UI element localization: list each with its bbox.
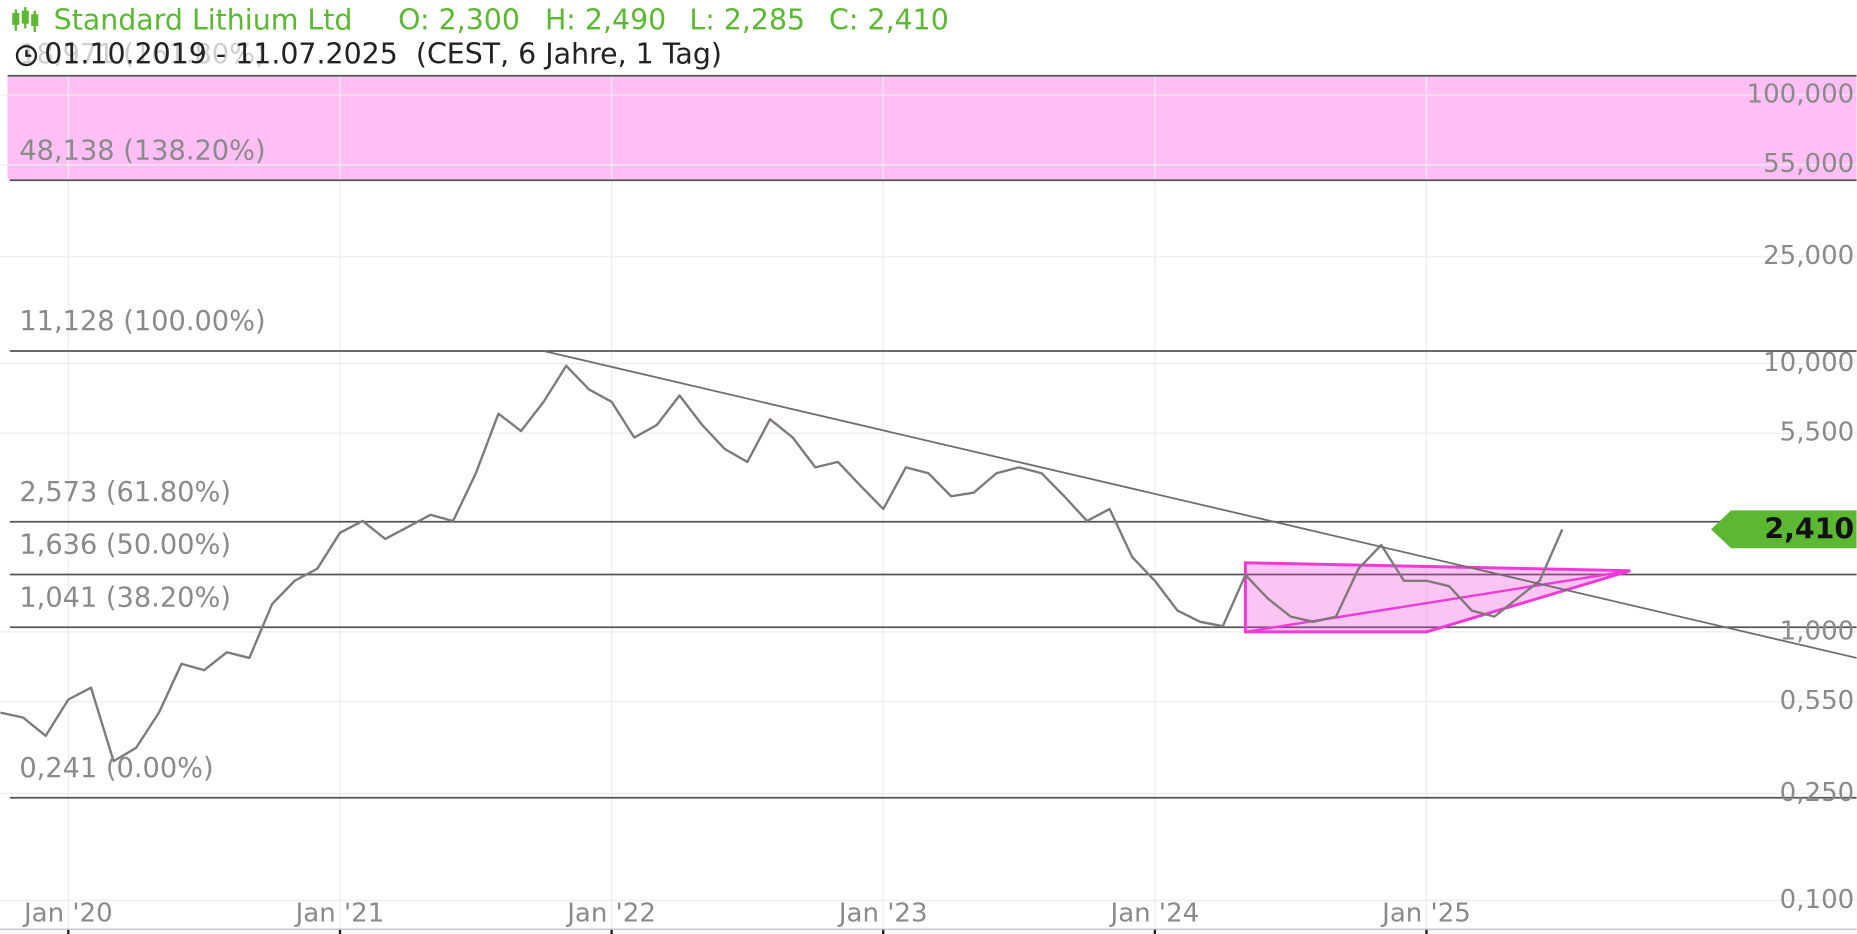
y-tick-label: 0,100: [1780, 885, 1855, 915]
y-tick-label: 1,000: [1780, 616, 1855, 646]
x-tick-label: Jan '25: [1380, 898, 1471, 928]
fib-level-label: 48,138 (138.20%): [19, 135, 265, 166]
chart-type-icon: [12, 7, 39, 32]
fib-level-label: 1,636 (50.00%): [19, 530, 231, 561]
fib-level-label: 2,573 (61.80%): [19, 477, 231, 508]
ohlc-value: L: 2,285: [689, 3, 805, 36]
grid: [0, 74, 1857, 934]
x-tick-label: Jan '20: [22, 898, 113, 928]
instrument-name: Standard Lithium Ltd: [54, 3, 353, 36]
marks: [0, 179, 1857, 799]
y-tick-label: 10,000: [1763, 348, 1854, 378]
hidden-level-label: 18,971 (161.80%): [19, 39, 265, 70]
fib-level-label: 11,128 (100.00%): [19, 306, 265, 337]
fib-level-label: 1,041 (38.20%): [19, 582, 231, 613]
y-tick-label: 25,000: [1763, 241, 1854, 271]
ohlc-value: C: 2,410: [829, 3, 949, 36]
y-tick-label: 55,000: [1763, 149, 1854, 179]
ohlc-value: O: 2,300: [398, 3, 520, 36]
x-tick-label: Jan '21: [294, 898, 385, 928]
clock-icon: [15, 44, 38, 67]
fib-level-label: 0,241 (0.00%): [19, 753, 213, 784]
y-tick-label: 5,500: [1780, 418, 1855, 448]
y-tick-label: 0,550: [1780, 686, 1855, 716]
ohlc: O: 2,300 H: 2,490 L: 2,285 C: 2,410: [398, 3, 949, 36]
extension-zone: [7, 75, 1857, 181]
x-tick-label: Jan '24: [1109, 898, 1200, 928]
date-range: 01.10.2019 - 11.07.2025 (CEST, 6 Jahre, …: [44, 38, 722, 71]
last-price-badge: [1710, 510, 1857, 549]
x-tick-label: Jan '22: [565, 898, 656, 928]
y-tick-label: 100,000: [1747, 80, 1855, 110]
triangle-pattern: [1243, 561, 1631, 634]
header: 18,971 (161.80%) Standard Lithium Ltd O:…: [12, 3, 949, 71]
x-tick-label: Jan '23: [837, 898, 928, 928]
trendline: [543, 350, 1857, 659]
last-price-label: 2,410: [1764, 513, 1854, 546]
price-line: [0, 364, 1564, 763]
labels: 100,000 55,000 25,000 10,000 5,500 1,000 0,550…: [19, 80, 1857, 928]
ohlc-value: H: 2,490: [545, 3, 666, 36]
y-tick-label: 0,250: [1780, 778, 1855, 808]
